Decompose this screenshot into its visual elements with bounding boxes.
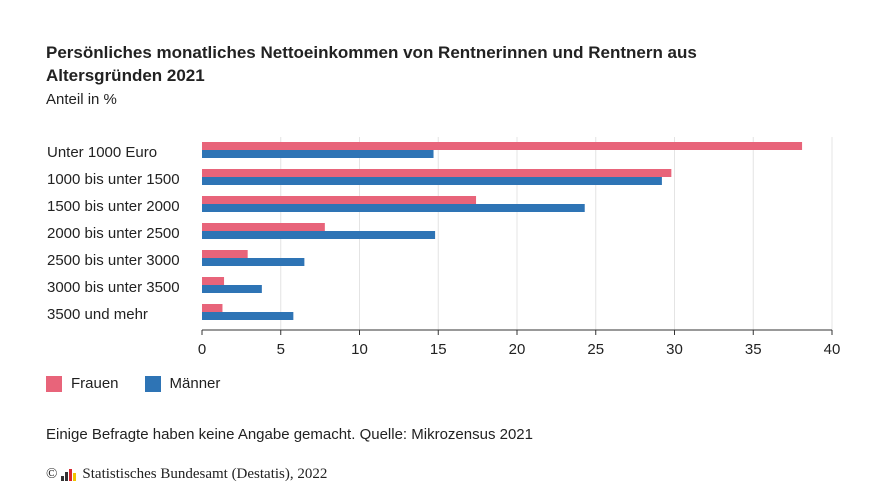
x-tick-label: 10 — [351, 341, 368, 358]
legend-label-maenner: Männer — [169, 375, 221, 392]
destatis-logo-icon — [61, 468, 77, 481]
bar-maenner — [202, 177, 662, 185]
legend-swatch-frauen — [46, 375, 62, 392]
chart-subtitle: Anteil in % — [46, 91, 117, 108]
bars — [202, 142, 803, 320]
legend-item-frauen[interactable]: Frauen — [46, 375, 119, 392]
x-tick-label: 20 — [509, 341, 526, 358]
x-tick-label: 5 — [277, 341, 285, 358]
legend-swatch-maenner — [144, 375, 161, 392]
footer: © Statistisches Bundesamt (Destatis), 20… — [46, 466, 327, 483]
x-tick-label: 35 — [745, 341, 762, 358]
category-label: Unter 1000 Euro — [47, 144, 157, 161]
bar-frauen — [202, 250, 248, 258]
category-label: 2000 bis unter 2500 — [47, 225, 180, 242]
bar-maenner — [202, 258, 305, 266]
bar-frauen — [202, 142, 803, 150]
copyright-symbol: © — [46, 466, 58, 482]
x-tick-label: 25 — [587, 341, 604, 358]
chart-title: Persönliches monatliches Nettoeinkommen … — [46, 43, 697, 85]
bar-chart: 0 5 10 15 20 25 30 35 40 Unter 1000 Euro 1000 bis… — [47, 137, 841, 358]
x-tick-label: 30 — [666, 341, 683, 358]
x-tick-label: 15 — [430, 341, 447, 358]
category-label: 3000 bis unter 3500 — [47, 279, 180, 296]
bar-frauen — [202, 277, 225, 285]
category-label: 1000 bis unter 1500 — [47, 171, 180, 188]
bar-frauen — [202, 223, 325, 231]
bar-maenner — [202, 204, 585, 212]
footer-source: Statistisches Bundesamt (Destatis), 2022 — [82, 466, 328, 482]
category-label: 3500 und mehr — [47, 306, 148, 323]
category-label: 2500 bis unter 3000 — [47, 252, 180, 269]
bar-frauen — [202, 196, 477, 204]
legend-item-maenner[interactable]: Männer — [144, 375, 221, 392]
category-label: 1500 bis unter 2000 — [47, 198, 180, 215]
bar-maenner — [202, 312, 294, 320]
bar-frauen — [202, 169, 672, 177]
bar-maenner — [202, 285, 262, 293]
x-axis: 0 5 10 15 20 25 30 35 40 — [198, 329, 841, 358]
legend: Frauen Männer — [46, 375, 246, 392]
bar-frauen — [202, 304, 223, 312]
source-note: Einige Befragte haben keine Angabe gemac… — [46, 426, 533, 443]
x-tick-label: 40 — [824, 341, 841, 358]
legend-label-frauen: Frauen — [71, 375, 119, 392]
category-labels: Unter 1000 Euro 1000 bis unter 1500 1500 b… — [47, 144, 180, 323]
bar-maenner — [202, 231, 436, 239]
bar-maenner — [202, 150, 434, 158]
x-tick-label: 0 — [198, 341, 206, 358]
